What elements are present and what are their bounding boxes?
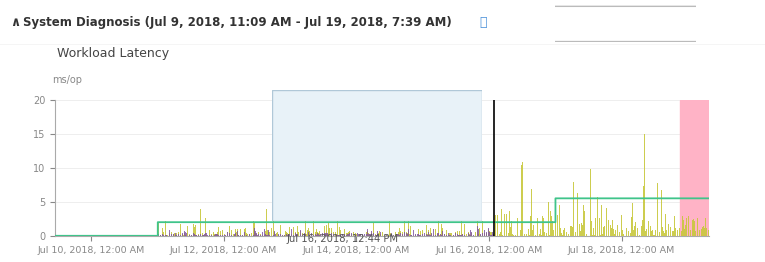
Text: 0: 0 xyxy=(464,164,471,174)
Text: flexgroup1 (Victim): flexgroup1 (Victim) xyxy=(319,194,423,204)
Bar xyxy=(680,100,709,236)
Text: Jul 16, 2018, 12:44 PM: Jul 16, 2018, 12:44 PM xyxy=(286,234,399,244)
FancyBboxPatch shape xyxy=(284,160,308,178)
Text: Workload Latency: Workload Latency xyxy=(57,47,170,60)
FancyBboxPatch shape xyxy=(272,90,482,221)
Text: flexgroup1: flexgroup1 xyxy=(319,134,377,144)
Text: 1.74: 1.74 xyxy=(448,194,471,204)
Text: ∧: ∧ xyxy=(10,16,20,29)
Text: ▾: ▾ xyxy=(675,18,681,28)
Text: ms/op: ms/op xyxy=(52,75,82,85)
Text: Victim Workloads: Victim Workloads xyxy=(571,18,662,28)
FancyBboxPatch shape xyxy=(549,6,702,42)
Text: ⓘ: ⓘ xyxy=(480,16,487,29)
Text: System Diagnosis (Jul 9, 2018, 11:09 AM - Jul 19, 2018, 7:39 AM): System Diagnosis (Jul 9, 2018, 11:09 AM … xyxy=(23,16,451,29)
Text: flexgroup4: flexgroup4 xyxy=(319,164,377,174)
Text: Latency (ms/op): Latency (ms/op) xyxy=(286,98,393,111)
FancyBboxPatch shape xyxy=(284,130,308,147)
FancyBboxPatch shape xyxy=(284,191,308,208)
Text: 1.74: 1.74 xyxy=(448,134,471,144)
